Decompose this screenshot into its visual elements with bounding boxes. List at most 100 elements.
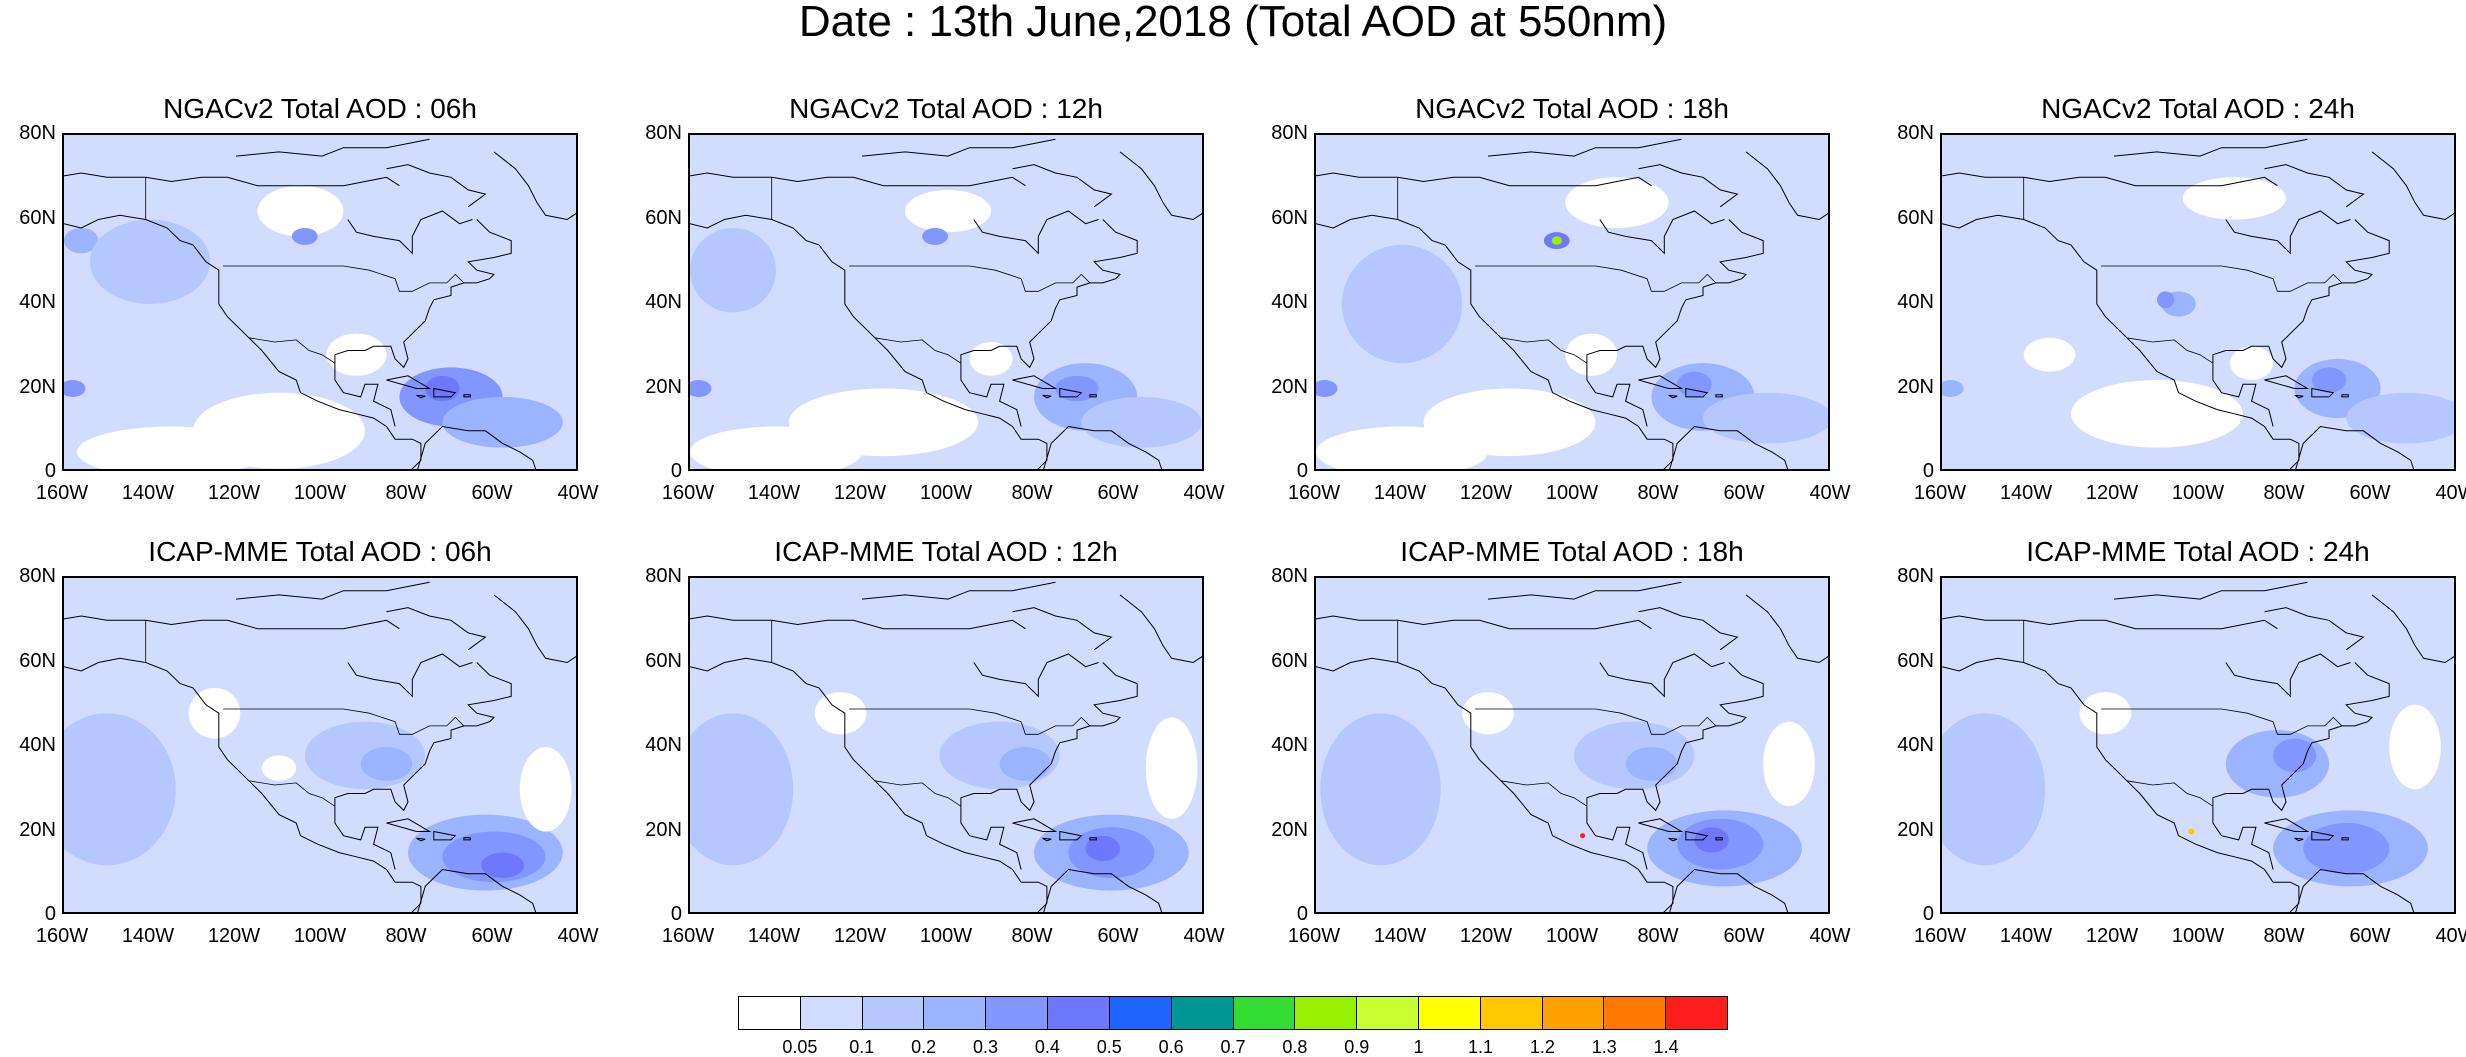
- coastline: [1487, 138, 1682, 157]
- x-tick-label: 120W: [207, 925, 261, 947]
- x-tick-label: 140W: [747, 482, 801, 504]
- island-outline: [1089, 837, 1097, 841]
- y-tick-label: 80N: [645, 122, 682, 144]
- coastline: [2212, 806, 2274, 870]
- aod-shading: [2071, 380, 2243, 448]
- y-tick-label: 0: [44, 460, 56, 482]
- island-outline: [386, 818, 432, 832]
- aod-shading: [519, 747, 572, 832]
- x-tick-label: 60W: [1097, 482, 1139, 504]
- y-tick-label: 60N: [645, 206, 682, 229]
- island-outline: [463, 394, 471, 398]
- coastline: [1599, 210, 1725, 255]
- map-canvas: [1942, 581, 2454, 912]
- island-outline: [1089, 394, 1097, 398]
- aod-shading: [1320, 713, 1441, 866]
- y-tick-label: 40N: [645, 734, 682, 756]
- aod-shading: [64, 713, 176, 866]
- colorbar-label: 1.4: [1653, 1037, 1679, 1057]
- colorbar-label: 0.2: [911, 1037, 937, 1057]
- x-tick-label: 140W: [121, 482, 175, 504]
- aod-shading: [1625, 747, 1678, 781]
- y-tick-label: 0: [1922, 903, 1934, 925]
- aod-shading: [690, 380, 712, 397]
- colorbar-swatch: [1604, 997, 1667, 1029]
- aod-shading: [814, 692, 867, 735]
- coastline: [386, 164, 487, 208]
- coastline: [861, 581, 1056, 600]
- colorbar-swatch: [986, 997, 1049, 1029]
- map-canvas: [690, 138, 1202, 469]
- figure-title: Date : 13th June,2018 (Total AOD at 550n…: [798, 0, 1668, 46]
- coastline: [690, 172, 772, 199]
- coastline: [2113, 138, 2308, 157]
- aod-shading: [1145, 717, 1198, 819]
- x-tick-label: 160W: [661, 482, 715, 504]
- coastline: [1745, 151, 1828, 221]
- colorbar-label: 0.7: [1220, 1037, 1246, 1057]
- colorbar-swatch: [1542, 997, 1605, 1029]
- y-tick-label: 0: [670, 903, 682, 925]
- island-outline: [1638, 818, 1684, 832]
- x-tick-label: 140W: [747, 925, 801, 947]
- island-outline: [2294, 394, 2304, 399]
- coastline: [334, 806, 396, 870]
- aod-shading: [1055, 375, 1099, 402]
- aod-shading: [690, 426, 862, 469]
- coastline: [960, 662, 1138, 812]
- colorbar-label: 0.8: [1282, 1037, 1308, 1057]
- x-tick-label: 40W: [1183, 482, 1225, 504]
- y-tick-label: 80N: [1897, 565, 1934, 587]
- x-tick-label: 100W: [293, 925, 347, 947]
- coastline: [1397, 619, 1652, 630]
- y-tick-label: 20N: [645, 818, 682, 841]
- y-tick-label: 20N: [19, 375, 56, 398]
- aod-shading: [690, 227, 776, 313]
- colorbar-label: 0.4: [1034, 1037, 1060, 1057]
- coastline: [2264, 164, 2365, 208]
- island-outline: [463, 837, 471, 841]
- country-border: [2101, 708, 2343, 735]
- aod-shading: [1703, 392, 1828, 444]
- colorbar-swatch: [924, 997, 987, 1029]
- coastline: [771, 176, 1026, 187]
- colorbar: [738, 996, 1728, 1030]
- coastline: [1942, 657, 2300, 912]
- x-tick-label: 40W: [557, 482, 599, 504]
- island-outline: [1042, 394, 1052, 399]
- x-tick-label: 80W: [1011, 482, 1053, 504]
- x-tick-label: 80W: [1637, 925, 1679, 947]
- island-outline: [2294, 837, 2304, 842]
- island-outline: [416, 394, 426, 399]
- colorbar-swatch: [1048, 997, 1110, 1029]
- panel-title: ICAP-MME Total AOD : 12h: [774, 536, 1118, 567]
- colorbar-label: 0.9: [1344, 1037, 1370, 1057]
- y-tick-label: 60N: [645, 649, 682, 672]
- colorbar-label: 1.1: [1467, 1037, 1494, 1057]
- country-border: [874, 337, 962, 364]
- y-tick-label: 60N: [1271, 206, 1308, 229]
- x-tick-label: 140W: [1373, 482, 1427, 504]
- y-tick-label: 40N: [645, 291, 682, 313]
- aod-shading: [2023, 337, 2076, 372]
- coastline: [235, 138, 430, 157]
- x-tick-label: 100W: [293, 482, 347, 504]
- aod-shading: [261, 755, 297, 781]
- aod-shading: [1942, 380, 1964, 397]
- y-tick-label: 20N: [19, 818, 56, 841]
- x-tick-label: 100W: [2171, 482, 2225, 504]
- y-tick-label: 40N: [1897, 734, 1934, 756]
- aod-shading: [690, 713, 794, 866]
- island-outline: [2341, 837, 2349, 841]
- x-tick-label: 120W: [2085, 482, 2139, 504]
- x-tick-label: 160W: [1913, 925, 1967, 947]
- coastline: [1316, 615, 1398, 642]
- x-tick-label: 80W: [385, 925, 427, 947]
- aod-map-ngacv2-18h: [1314, 133, 1830, 471]
- y-tick-label: 80N: [19, 565, 56, 587]
- island-outline: [1059, 387, 1083, 398]
- aod-shading: [905, 189, 991, 233]
- country-border: [2126, 780, 2214, 807]
- coastline: [973, 210, 1099, 255]
- coastline: [2264, 607, 2365, 651]
